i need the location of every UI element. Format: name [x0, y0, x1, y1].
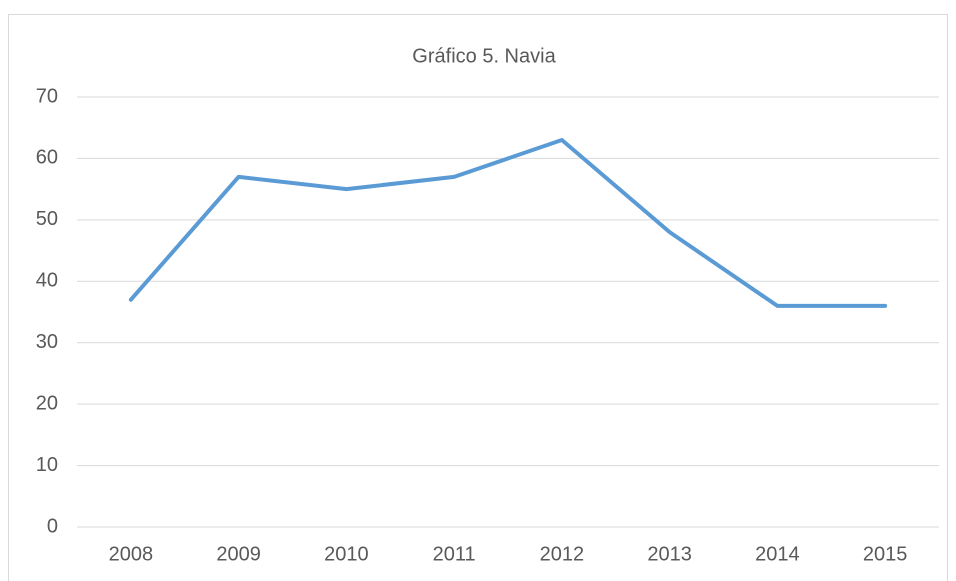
- y-tick-label: 40: [36, 270, 58, 292]
- x-tick-label: 2010: [324, 543, 369, 565]
- y-tick-label: 60: [36, 147, 58, 169]
- y-tick-label: 50: [36, 208, 58, 230]
- x-tick-label: 2009: [216, 543, 261, 565]
- y-tick-label: 20: [36, 392, 58, 414]
- y-tick-label: 10: [36, 454, 58, 476]
- data-line: [128, 138, 888, 308]
- x-tick-label: 2012: [540, 543, 585, 565]
- x-tick-label: 2014: [755, 543, 800, 565]
- chart-border: [8, 14, 948, 581]
- y-tick-label: 30: [36, 331, 58, 353]
- chart-title: Gráfico 5. Navia: [412, 45, 556, 67]
- y-tick-label: 0: [47, 515, 58, 537]
- x-tick-label: 2008: [109, 543, 154, 565]
- x-tick-label: 2015: [863, 543, 908, 565]
- x-tick-label: 2013: [647, 543, 692, 565]
- y-tick-label: 70: [36, 85, 58, 107]
- x-tick-label: 2011: [433, 543, 476, 565]
